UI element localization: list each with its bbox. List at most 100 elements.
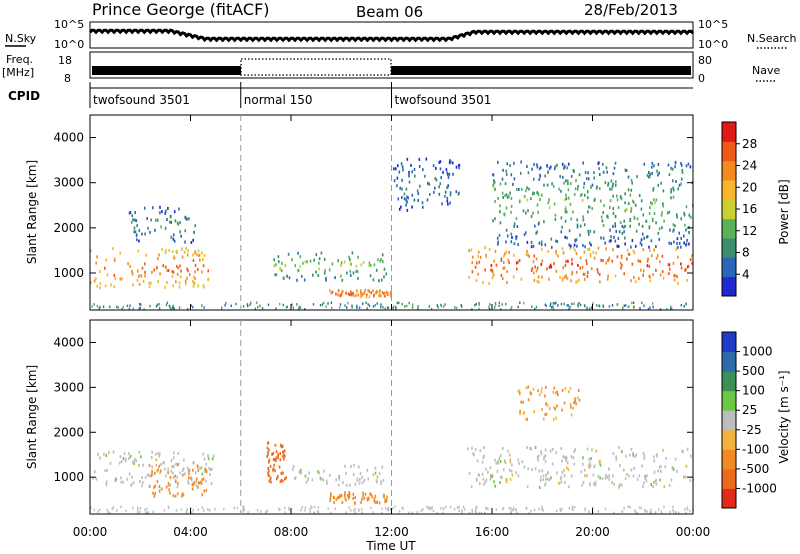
data-cell — [596, 268, 599, 271]
data-cell — [633, 305, 635, 308]
data-cell — [169, 491, 171, 495]
data-cell — [485, 506, 487, 510]
data-cell — [224, 304, 226, 307]
data-cell — [511, 236, 513, 239]
data-cell — [615, 455, 617, 459]
data-cell — [431, 506, 433, 509]
data-cell — [154, 452, 157, 456]
data-cell — [330, 301, 333, 304]
data-cell — [495, 508, 498, 511]
data-cell — [274, 469, 276, 473]
data-cell — [365, 301, 367, 304]
data-cell — [582, 218, 585, 222]
data-cell — [677, 511, 680, 514]
velocity-y-axis-title: Slant Range [km] — [25, 365, 39, 469]
data-cell — [448, 172, 451, 176]
data-cell — [493, 180, 496, 184]
data-cell — [659, 308, 662, 311]
data-cell — [569, 305, 571, 309]
data-cell — [401, 178, 403, 182]
data-cell — [658, 171, 660, 175]
data-cell — [537, 210, 539, 214]
data-cell — [629, 217, 632, 221]
data-cell — [555, 451, 557, 455]
data-cell — [344, 304, 346, 307]
data-cell — [579, 193, 582, 197]
data-cell — [685, 228, 687, 232]
data-cell — [526, 485, 529, 489]
data-cell — [392, 507, 394, 510]
data-cell — [349, 261, 352, 265]
data-cell — [535, 257, 538, 261]
data-cell — [369, 274, 372, 278]
data-cell — [541, 247, 543, 251]
data-cell — [158, 464, 160, 468]
data-cell — [614, 214, 617, 218]
data-cell — [547, 250, 549, 254]
data-cell — [686, 447, 689, 451]
data-cell — [265, 510, 268, 513]
data-cell — [411, 511, 414, 514]
data-cell — [202, 477, 205, 481]
data-cell — [677, 281, 679, 285]
data-cell — [544, 454, 547, 458]
data-cell — [397, 164, 399, 168]
data-cell — [640, 199, 643, 203]
data-cell — [166, 281, 168, 284]
data-cell — [543, 455, 546, 459]
data-cell — [196, 477, 198, 481]
data-cell — [471, 508, 473, 512]
cpid-segment-label: twofsound 3501 — [395, 93, 492, 107]
data-cell — [154, 228, 156, 232]
data-cell — [618, 485, 620, 489]
data-cell — [154, 492, 156, 496]
velocity-data-layer — [90, 385, 695, 515]
data-cell — [624, 209, 627, 213]
data-cell — [487, 470, 489, 474]
data-cell — [354, 511, 356, 515]
data-cell — [624, 224, 626, 228]
data-cell — [688, 213, 691, 217]
data-cell — [439, 160, 442, 164]
data-cell — [172, 233, 175, 237]
data-cell — [646, 260, 649, 263]
data-cell — [611, 187, 613, 191]
data-cell — [250, 301, 252, 304]
data-cell — [609, 187, 611, 191]
colorbar-swatch — [722, 488, 736, 509]
data-cell — [374, 471, 377, 475]
data-cell — [491, 473, 494, 477]
data-cell — [526, 446, 528, 449]
data-cell — [374, 500, 376, 504]
data-cell — [684, 268, 687, 272]
data-cell — [150, 218, 152, 222]
data-cell — [492, 173, 494, 177]
data-cell — [515, 237, 517, 241]
data-cell — [645, 219, 648, 223]
data-cell — [509, 477, 512, 481]
data-cell — [677, 255, 679, 259]
data-cell — [610, 179, 613, 183]
data-cell — [593, 482, 595, 486]
data-cell — [268, 460, 270, 464]
data-cell — [625, 207, 628, 211]
data-cell — [348, 506, 350, 509]
data-cell — [273, 463, 275, 467]
range-tick-label: 3000 — [53, 176, 84, 190]
data-cell — [476, 478, 478, 482]
data-cell — [517, 458, 519, 462]
data-cell — [589, 461, 591, 465]
data-cell — [442, 170, 444, 174]
data-cell — [120, 480, 123, 484]
data-cell — [545, 386, 547, 389]
data-cell — [565, 179, 567, 183]
data-cell — [574, 238, 577, 242]
data-cell — [387, 506, 390, 510]
data-cell — [136, 509, 139, 512]
data-cell — [592, 302, 594, 305]
data-cell — [430, 307, 433, 311]
data-cell — [107, 511, 109, 514]
data-cell — [628, 305, 630, 308]
data-cell — [143, 206, 146, 210]
data-cell — [560, 475, 563, 479]
